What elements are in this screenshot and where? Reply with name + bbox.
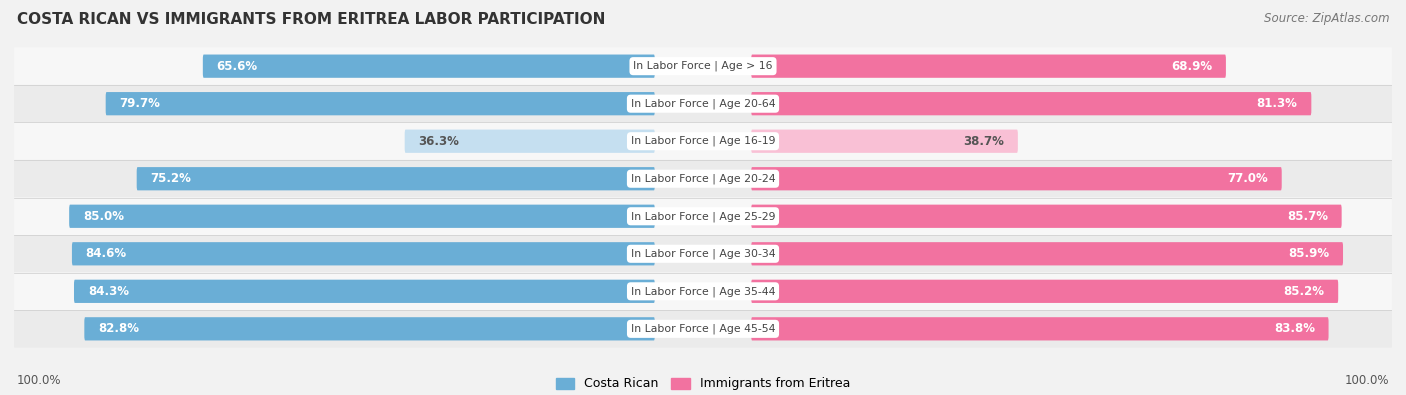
Text: 84.3%: 84.3% — [87, 285, 129, 298]
Text: In Labor Force | Age 16-19: In Labor Force | Age 16-19 — [631, 136, 775, 147]
Text: 79.7%: 79.7% — [120, 97, 160, 110]
Text: 85.0%: 85.0% — [83, 210, 124, 223]
FancyBboxPatch shape — [202, 55, 655, 78]
Text: In Labor Force | Age 45-54: In Labor Force | Age 45-54 — [631, 324, 775, 334]
Text: 100.0%: 100.0% — [17, 374, 62, 387]
Text: 38.7%: 38.7% — [963, 135, 1004, 148]
Text: 100.0%: 100.0% — [1344, 374, 1389, 387]
Text: In Labor Force | Age 20-24: In Labor Force | Age 20-24 — [631, 173, 775, 184]
Text: Source: ZipAtlas.com: Source: ZipAtlas.com — [1264, 12, 1389, 25]
FancyBboxPatch shape — [14, 235, 1392, 273]
FancyBboxPatch shape — [14, 47, 1392, 85]
Text: 36.3%: 36.3% — [419, 135, 460, 148]
Text: 75.2%: 75.2% — [150, 172, 191, 185]
Text: 83.8%: 83.8% — [1274, 322, 1315, 335]
Text: In Labor Force | Age 20-64: In Labor Force | Age 20-64 — [631, 98, 775, 109]
Text: In Labor Force | Age 30-34: In Labor Force | Age 30-34 — [631, 248, 775, 259]
FancyBboxPatch shape — [14, 85, 1392, 122]
FancyBboxPatch shape — [72, 242, 655, 265]
Text: 84.6%: 84.6% — [86, 247, 127, 260]
FancyBboxPatch shape — [14, 122, 1392, 160]
Text: COSTA RICAN VS IMMIGRANTS FROM ERITREA LABOR PARTICIPATION: COSTA RICAN VS IMMIGRANTS FROM ERITREA L… — [17, 12, 605, 27]
Text: 85.7%: 85.7% — [1286, 210, 1327, 223]
Text: 68.9%: 68.9% — [1171, 60, 1212, 73]
FancyBboxPatch shape — [105, 92, 655, 115]
Text: 85.9%: 85.9% — [1288, 247, 1329, 260]
Text: 82.8%: 82.8% — [98, 322, 139, 335]
Legend: Costa Rican, Immigrants from Eritrea: Costa Rican, Immigrants from Eritrea — [551, 372, 855, 395]
FancyBboxPatch shape — [751, 167, 1282, 190]
FancyBboxPatch shape — [14, 310, 1392, 348]
FancyBboxPatch shape — [75, 280, 655, 303]
FancyBboxPatch shape — [751, 242, 1343, 265]
Text: 81.3%: 81.3% — [1257, 97, 1298, 110]
Text: In Labor Force | Age 25-29: In Labor Force | Age 25-29 — [631, 211, 775, 222]
FancyBboxPatch shape — [751, 92, 1312, 115]
FancyBboxPatch shape — [751, 55, 1226, 78]
FancyBboxPatch shape — [14, 273, 1392, 310]
FancyBboxPatch shape — [405, 130, 655, 153]
Text: In Labor Force | Age 35-44: In Labor Force | Age 35-44 — [631, 286, 775, 297]
Text: 65.6%: 65.6% — [217, 60, 257, 73]
FancyBboxPatch shape — [751, 317, 1329, 340]
FancyBboxPatch shape — [14, 160, 1392, 198]
Text: In Labor Force | Age > 16: In Labor Force | Age > 16 — [633, 61, 773, 71]
FancyBboxPatch shape — [136, 167, 655, 190]
Text: 85.2%: 85.2% — [1284, 285, 1324, 298]
FancyBboxPatch shape — [84, 317, 655, 340]
FancyBboxPatch shape — [751, 205, 1341, 228]
FancyBboxPatch shape — [14, 198, 1392, 235]
Text: 77.0%: 77.0% — [1227, 172, 1268, 185]
FancyBboxPatch shape — [69, 205, 655, 228]
FancyBboxPatch shape — [751, 280, 1339, 303]
FancyBboxPatch shape — [751, 130, 1018, 153]
